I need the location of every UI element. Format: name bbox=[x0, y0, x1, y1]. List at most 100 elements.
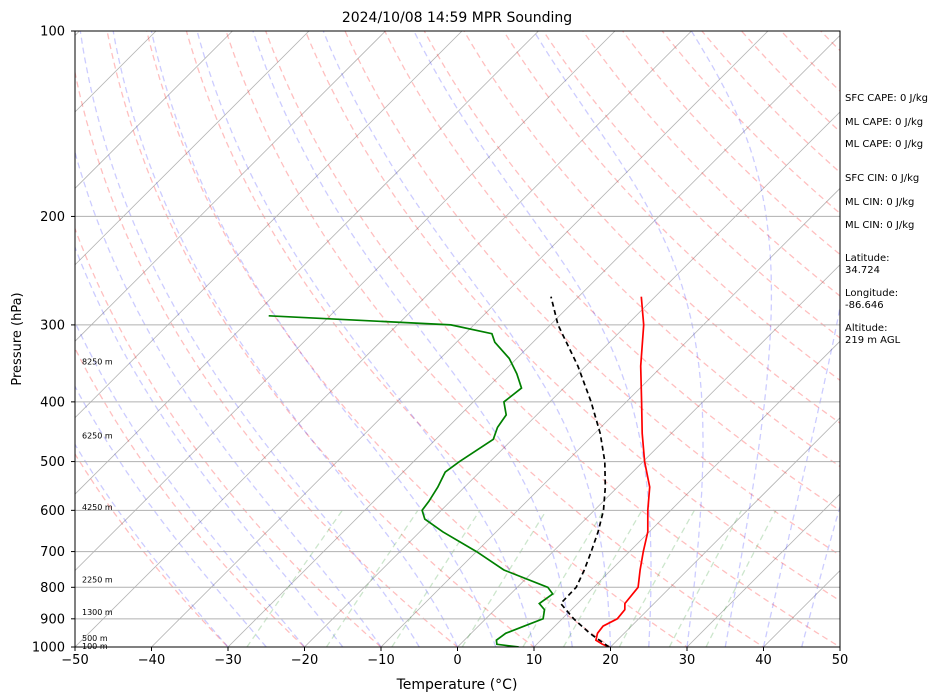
dry-adiabat-line bbox=[925, 17, 947, 660]
sounding-parameter: Altitude: 219 m AGL bbox=[845, 323, 901, 346]
height-label: 4250 m bbox=[82, 503, 113, 512]
height-label: 6250 m bbox=[82, 431, 113, 440]
mixing-ratio-line bbox=[246, 509, 343, 647]
moist-adiabat-line bbox=[762, 304, 840, 647]
moist-adiabat-line bbox=[79, 31, 420, 647]
height-label: 2250 m bbox=[82, 576, 113, 585]
mixing-ratio-line bbox=[705, 510, 777, 647]
y-tick-label: 300 bbox=[40, 318, 65, 333]
x-tick-label: −40 bbox=[138, 653, 165, 668]
dry-adiabat-line bbox=[75, 452, 229, 647]
x-tick-label: 40 bbox=[755, 653, 772, 668]
isotherm-line bbox=[151, 31, 769, 647]
isotherm-line bbox=[686, 493, 840, 647]
sounding-parameter: ML CAPE: 0 J/kg bbox=[845, 139, 924, 150]
y-tick-label: 800 bbox=[40, 581, 65, 596]
y-tick-label: 200 bbox=[40, 210, 65, 225]
chart-title: 2024/10/08 14:59 MPR Sounding bbox=[342, 10, 572, 26]
x-tick-label: −50 bbox=[61, 653, 88, 668]
parcel-profile bbox=[550, 296, 610, 647]
dry-adiabat-line bbox=[582, 31, 840, 297]
x-axis-label: Temperature (°C) bbox=[396, 677, 518, 693]
sounding-parameter: Longitude: -86.646 bbox=[845, 288, 899, 311]
dry-adiabat-line bbox=[146, 31, 612, 647]
x-tick-label: −10 bbox=[367, 653, 394, 668]
dry-adiabat-line bbox=[502, 31, 840, 382]
temperature-profile bbox=[594, 296, 651, 647]
isotherm-line bbox=[304, 111, 840, 647]
x-tick-label: −20 bbox=[291, 653, 318, 668]
pressure-gridlines bbox=[75, 30, 840, 648]
dry-adiabat-line bbox=[185, 31, 689, 647]
isotherm-line bbox=[380, 187, 840, 647]
sounding-parameter: SFC CIN: 0 J/kg bbox=[845, 173, 920, 184]
y-tick-label: 100 bbox=[40, 25, 65, 40]
isotherm-line bbox=[75, 31, 386, 342]
isotherm-line bbox=[75, 31, 692, 647]
isotherm-line bbox=[75, 31, 463, 419]
x-tick-label: 10 bbox=[526, 653, 543, 668]
y-axis-label: Pressure (hPa) bbox=[10, 292, 25, 385]
x-tick-label: 20 bbox=[602, 653, 619, 668]
sounding-parameter: ML CAPE: 0 J/kg bbox=[845, 117, 924, 128]
dry-adiabat-line bbox=[304, 31, 840, 602]
mixing-ratio-line bbox=[668, 509, 743, 647]
dry-adiabat-line bbox=[75, 69, 459, 647]
isotherm-line bbox=[0, 31, 3, 647]
y-axis-ticks: 1000 900 800 700 600 500 400 300 200 100 bbox=[32, 25, 75, 656]
dry-adiabat-line bbox=[265, 31, 840, 647]
dry-adiabat-line bbox=[542, 31, 840, 339]
isotherm-line bbox=[75, 31, 616, 572]
moist-adiabat-line bbox=[112, 31, 459, 647]
isotherm-line bbox=[75, 31, 233, 189]
y-tick-label: 900 bbox=[40, 612, 65, 627]
isotherm-line bbox=[610, 417, 840, 647]
moist-adiabat-line bbox=[75, 245, 344, 647]
moist-adiabat-line bbox=[75, 443, 229, 647]
x-tick-label: 50 bbox=[832, 653, 849, 668]
moist-adiabat-line bbox=[75, 385, 267, 647]
dewpoint-profile bbox=[268, 314, 554, 647]
moist-adiabat-line bbox=[75, 149, 382, 647]
sounding-parameter: Latitude: 34.724 bbox=[845, 253, 890, 276]
x-tick-label: −30 bbox=[214, 653, 241, 668]
height-label: 8250 m bbox=[82, 357, 113, 366]
plot-frame bbox=[74, 30, 841, 648]
moist-adiabat-line bbox=[690, 31, 773, 647]
isotherm-line bbox=[75, 31, 539, 495]
mixing-ratio-line bbox=[461, 509, 547, 647]
x-tick-label: 30 bbox=[679, 653, 696, 668]
dry-adiabat-line bbox=[106, 31, 536, 647]
x-tick-label: 0 bbox=[453, 653, 461, 668]
isotherm-line bbox=[457, 264, 840, 647]
isotherm-line bbox=[533, 340, 840, 647]
y-tick-label: 500 bbox=[40, 455, 65, 470]
moist-adiabat-line bbox=[150, 31, 497, 647]
moist-adiabat-line bbox=[413, 31, 652, 647]
sounding-parameter: ML CIN: 0 J/kg bbox=[845, 197, 915, 208]
dry-adiabat-line bbox=[344, 31, 840, 557]
dry-adiabat-line bbox=[75, 346, 306, 647]
x-axis-ticks: −50 −40 −30 −20 −10 0 10 20 30 40 50 bbox=[61, 647, 848, 668]
y-tick-label: 1000 bbox=[32, 641, 65, 656]
sounding-parameter: ML CIN: 0 J/kg bbox=[845, 220, 915, 231]
height-label: 500 m bbox=[82, 634, 108, 643]
moist-adiabat-line bbox=[801, 504, 840, 647]
mixing-ratio-line bbox=[562, 509, 643, 647]
moist-adiabat-line bbox=[322, 31, 612, 647]
moist-adiabat-line bbox=[252, 31, 573, 647]
y-tick-label: 600 bbox=[40, 504, 65, 519]
mixing-ratio-line bbox=[522, 509, 605, 647]
mixing-ratio-line bbox=[618, 509, 695, 647]
moist-adiabat-line bbox=[533, 31, 704, 647]
reference-lines bbox=[0, 17, 947, 660]
isotherm-line bbox=[75, 31, 310, 266]
moist-adiabat-line bbox=[196, 31, 535, 647]
isotherm-line bbox=[227, 34, 840, 647]
sounding-parameter: SFC CAPE: 0 J/kg bbox=[845, 93, 928, 104]
dry-adiabat-line bbox=[225, 31, 765, 647]
profiles bbox=[268, 296, 651, 647]
y-tick-label: 400 bbox=[40, 395, 65, 410]
